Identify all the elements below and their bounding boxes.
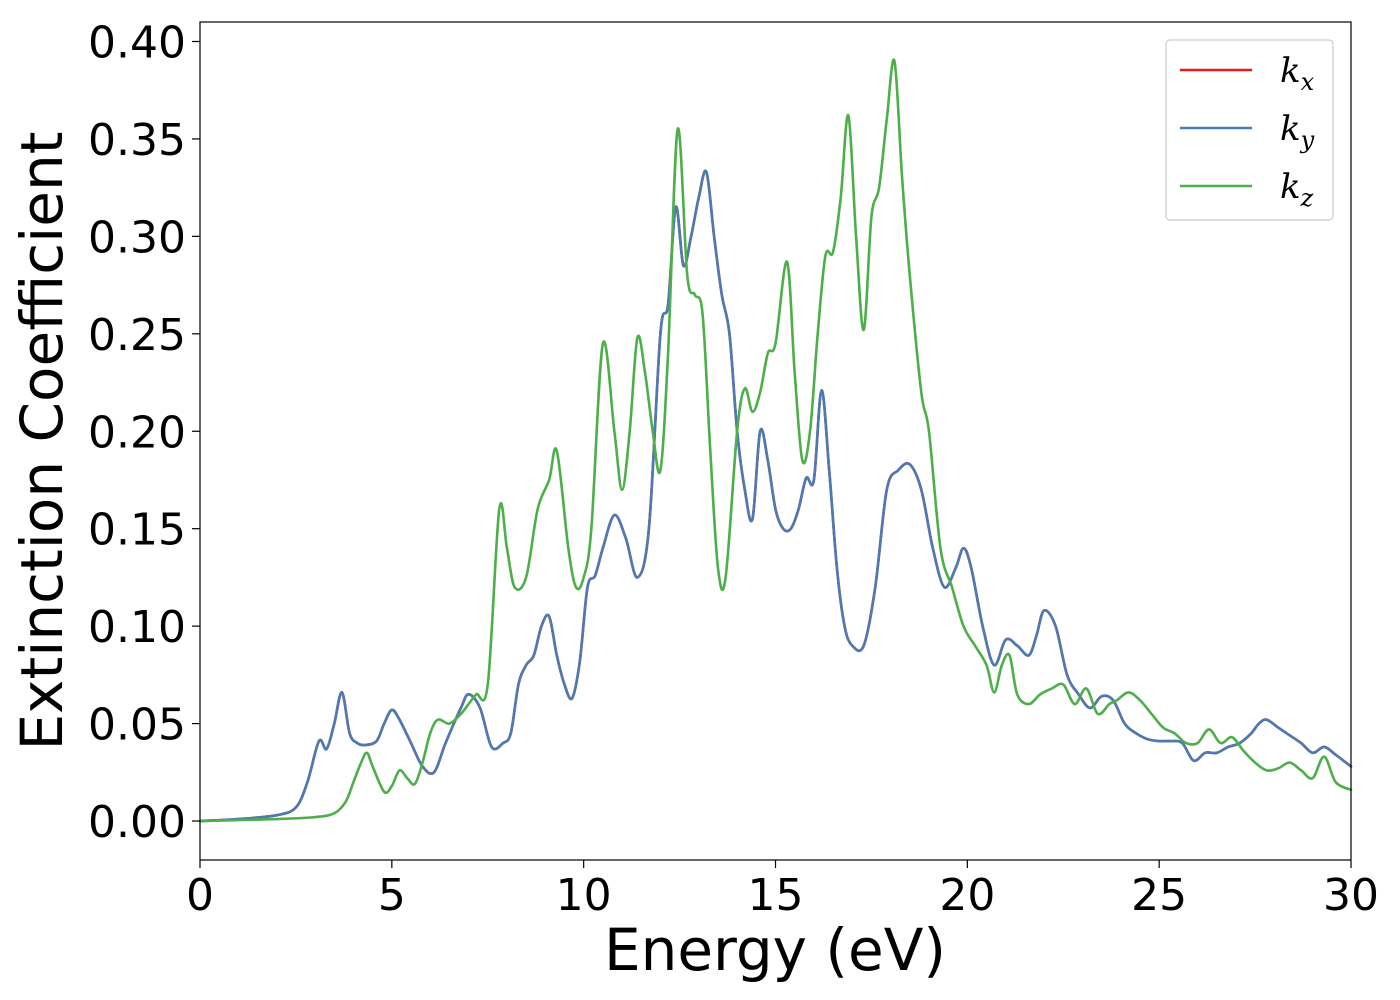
x-tick-label: 0 — [186, 870, 214, 921]
legend-label-ky: ky — [1280, 109, 1315, 154]
y-tick-label: 0.25 — [88, 310, 186, 361]
series-layer — [198, 58, 1353, 823]
y-tick-label: 0.00 — [88, 797, 186, 848]
y-tick-label: 0.05 — [88, 700, 186, 751]
x-tick-label: 15 — [748, 870, 804, 921]
y-tick-label: 0.35 — [88, 115, 186, 166]
y-tick-label: 0.20 — [88, 407, 186, 458]
x-tick-label: 25 — [1131, 870, 1187, 921]
x-tick-label: 30 — [1323, 870, 1379, 921]
x-axis-title: Energy (eV) — [604, 916, 946, 984]
series-line-kz — [198, 58, 1353, 823]
legend: kx ky kz — [1165, 39, 1334, 221]
y-tick-label: 0.40 — [88, 17, 186, 68]
y-tick-label: 0.30 — [88, 212, 186, 263]
plot-area — [200, 22, 1351, 860]
x-tick-label: 5 — [378, 870, 406, 921]
x-tick-label: 20 — [939, 870, 995, 921]
legend-label-kx: kx — [1280, 51, 1315, 96]
y-axis-title: Extinction Coefficient — [8, 132, 76, 751]
legend-box — [1165, 39, 1334, 221]
y-tick-label: 0.10 — [88, 602, 186, 653]
x-tick-label: 10 — [556, 870, 612, 921]
y-tick-label: 0.15 — [88, 505, 186, 556]
x-axis: 0 5 10 15 20 25 30 — [186, 860, 1379, 921]
legend-label-kz: kz — [1280, 167, 1314, 212]
series-line-ky — [198, 169, 1353, 823]
y-axis: 0.00 0.05 0.10 0.15 0.20 0.25 0.30 0.35 0.40 — [88, 17, 200, 848]
